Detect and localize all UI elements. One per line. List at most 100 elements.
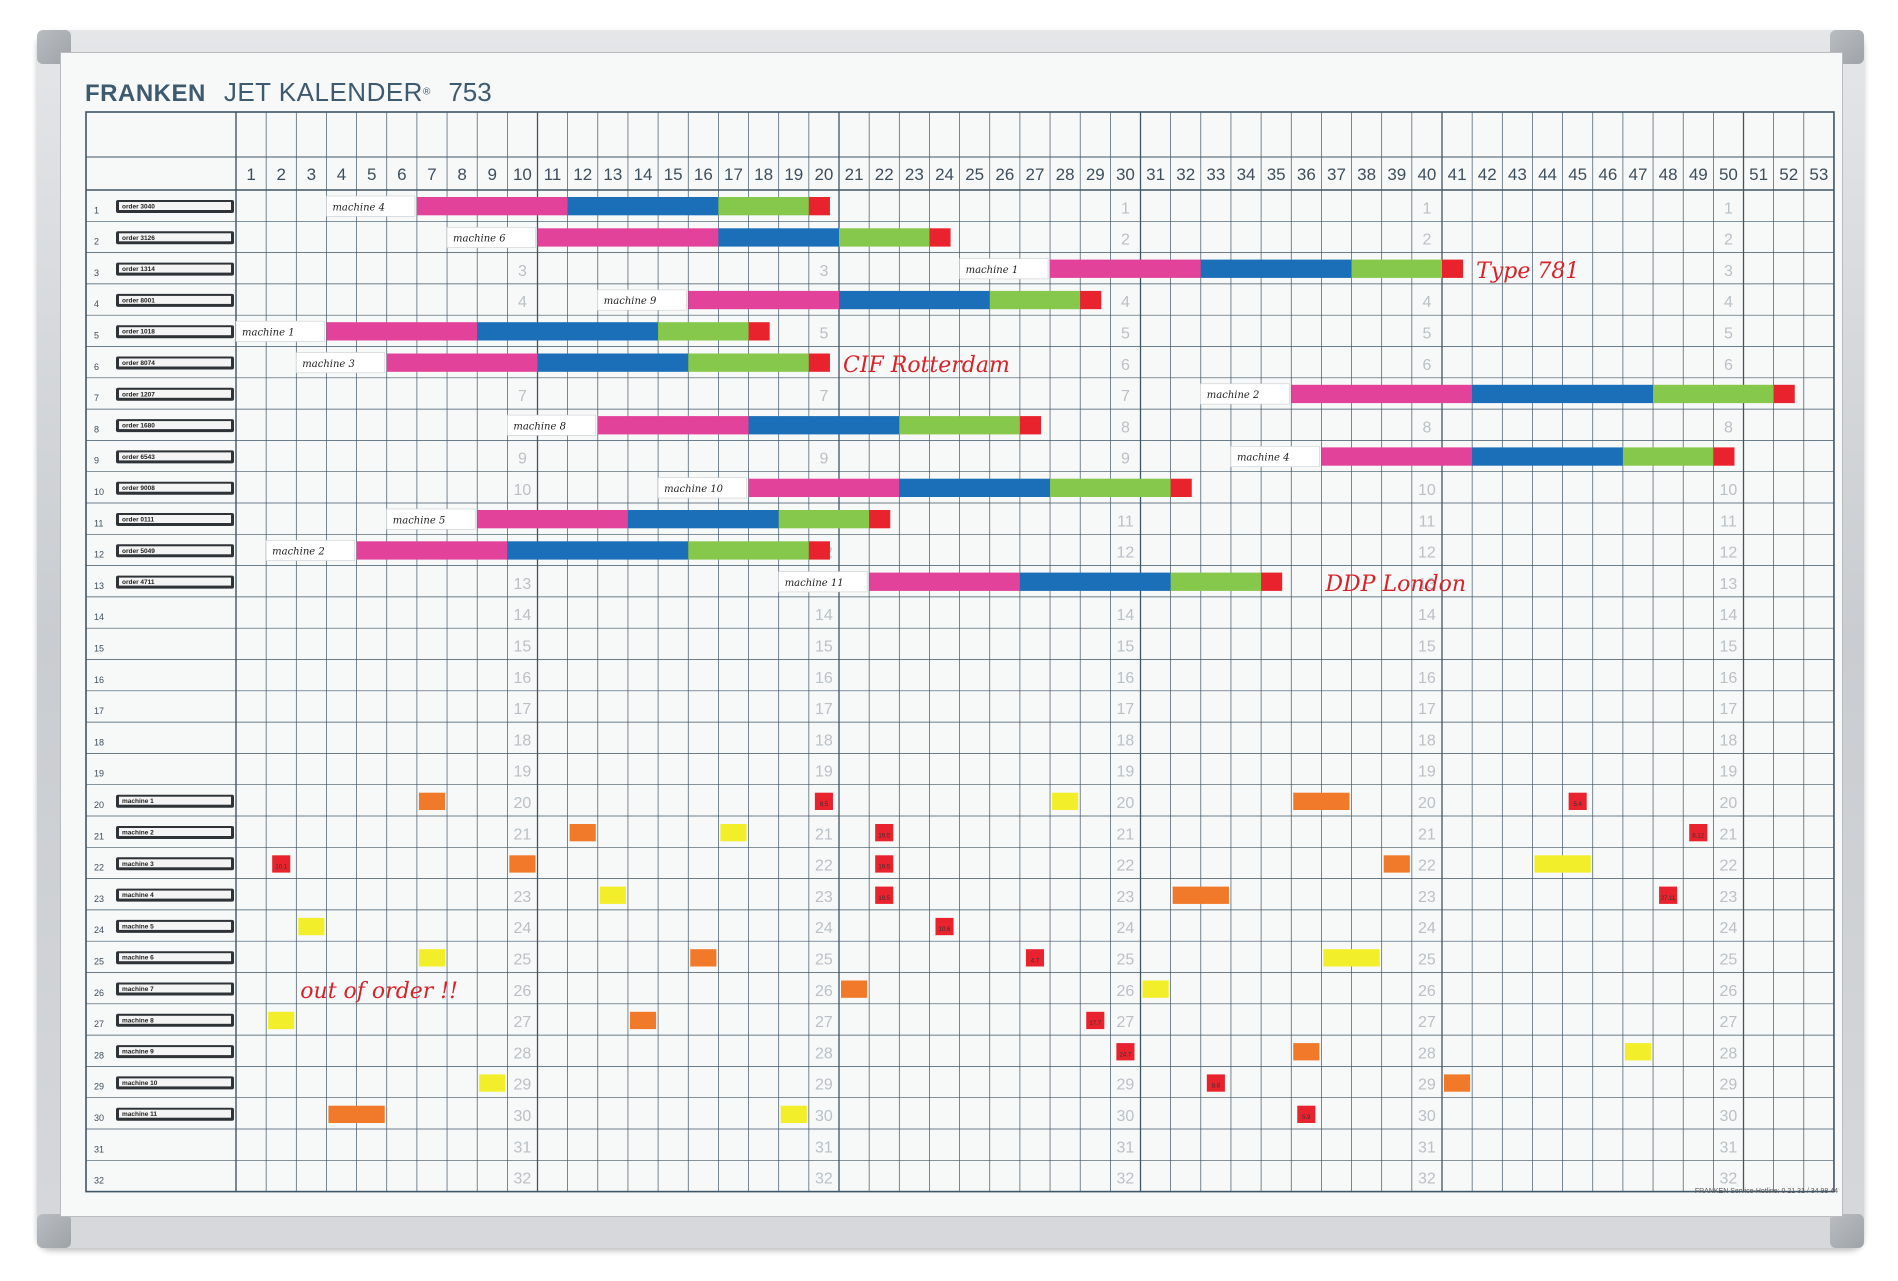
blue-bar-segment[interactable] [507,541,689,560]
end-marker[interactable] [1713,447,1735,466]
machine-tag[interactable] [657,477,747,499]
magnetic-marker[interactable] [935,917,954,936]
magnetic-marker[interactable] [629,1011,657,1030]
pink-bar-segment[interactable] [1050,259,1201,278]
magnetic-marker[interactable] [814,792,833,810]
end-marker[interactable] [1170,478,1192,497]
blue-bar-segment[interactable] [718,228,839,247]
magnetic-marker[interactable] [1568,792,1587,810]
magnetic-marker[interactable] [875,824,894,842]
end-marker[interactable] [929,228,951,247]
magnetic-marker[interactable] [1297,1105,1316,1123]
end-marker[interactable] [808,197,830,216]
end-marker[interactable] [808,541,830,560]
blue-bar-segment[interactable] [839,290,990,310]
end-marker[interactable] [748,322,770,341]
machine-tag[interactable] [386,508,476,530]
magnetic-marker[interactable] [875,886,894,904]
pink-bar-segment[interactable] [869,572,1020,591]
green-bar-segment[interactable] [1050,478,1171,497]
machine-tag[interactable] [778,571,868,593]
end-marker[interactable] [869,510,891,529]
pink-bar-segment[interactable] [748,478,900,497]
machine-tag[interactable] [265,539,355,561]
machine-tag[interactable] [597,289,687,311]
magnetic-marker[interactable] [1624,1043,1652,1061]
magnetic-marker[interactable] [569,824,596,842]
green-bar-segment[interactable] [718,197,809,216]
blue-bar-segment[interactable] [627,510,779,529]
green-bar-segment[interactable] [1170,572,1262,591]
green-bar-segment[interactable] [778,510,870,529]
green-bar-segment[interactable] [688,541,809,560]
magnetic-marker[interactable] [418,949,446,967]
magnetic-marker[interactable] [599,886,626,904]
pink-bar-segment[interactable] [416,197,568,216]
magnetic-marker[interactable] [1025,949,1045,967]
magnetic-marker[interactable] [780,1105,807,1123]
machine-tag[interactable] [507,414,597,436]
magnetic-marker[interactable] [509,855,536,873]
machine-tag[interactable] [1230,446,1320,467]
pink-bar-segment[interactable] [537,228,719,247]
magnetic-marker[interactable] [1689,824,1708,842]
pink-bar-segment[interactable] [1291,384,1473,404]
blue-bar-segment[interactable] [537,353,689,372]
magnetic-marker[interactable] [1142,980,1169,998]
green-bar-segment[interactable] [989,290,1081,310]
magnetic-marker[interactable] [1206,1074,1225,1092]
magnetic-marker[interactable] [268,1011,295,1030]
magnetic-marker[interactable] [720,824,747,842]
magnetic-marker[interactable] [1383,855,1410,873]
machine-tag[interactable] [959,258,1049,280]
machine-tag[interactable] [295,352,386,374]
pink-bar-segment[interactable] [597,416,749,435]
green-bar-segment[interactable] [1351,259,1442,278]
blue-bar-segment[interactable] [1472,384,1654,404]
magnetic-marker[interactable] [298,917,325,936]
end-marker[interactable] [1080,290,1102,310]
magnetic-marker[interactable] [479,1074,506,1092]
magnetic-marker[interactable] [1086,1011,1105,1030]
machine-tag[interactable] [326,195,416,217]
green-bar-segment[interactable] [688,353,809,372]
magnetic-marker[interactable] [1293,1043,1320,1061]
magnetic-marker[interactable] [1052,792,1079,810]
magnetic-marker[interactable] [1293,792,1350,810]
magnetic-marker[interactable] [690,949,717,967]
end-marker[interactable] [1261,572,1283,591]
end-marker[interactable] [1442,259,1464,278]
magnetic-marker[interactable] [328,1105,385,1123]
magnetic-marker[interactable] [875,855,894,873]
end-marker[interactable] [1019,416,1042,435]
pink-bar-segment[interactable] [688,290,839,310]
magnetic-marker[interactable] [1116,1043,1135,1061]
magnetic-marker[interactable] [1323,949,1380,967]
green-bar-segment[interactable] [899,416,1020,435]
machine-tag[interactable] [446,227,536,248]
blue-bar-segment[interactable] [567,197,719,216]
green-bar-segment[interactable] [1622,447,1714,466]
magnetic-marker[interactable] [272,855,291,873]
end-marker[interactable] [808,353,830,372]
blue-bar-segment[interactable] [477,322,659,341]
end-marker[interactable] [1773,384,1795,404]
pink-bar-segment[interactable] [326,322,478,341]
blue-bar-segment[interactable] [1200,259,1352,278]
magnetic-marker[interactable] [418,792,446,810]
machine-tag[interactable] [1200,383,1290,405]
green-bar-segment[interactable] [839,228,930,247]
pink-bar-segment[interactable] [477,510,628,529]
pink-bar-segment[interactable] [1321,447,1473,466]
magnetic-marker[interactable] [1534,855,1591,873]
green-bar-segment[interactable] [1653,384,1774,404]
magnetic-marker[interactable] [1172,886,1229,904]
blue-bar-segment[interactable] [1472,447,1623,466]
machine-tag[interactable] [235,320,325,342]
magnetic-marker[interactable] [1659,886,1678,904]
blue-bar-segment[interactable] [1019,572,1171,591]
magnetic-marker[interactable] [1444,1074,1471,1092]
pink-bar-segment[interactable] [386,353,538,372]
pink-bar-segment[interactable] [356,541,508,560]
magnetic-marker[interactable] [841,980,868,998]
